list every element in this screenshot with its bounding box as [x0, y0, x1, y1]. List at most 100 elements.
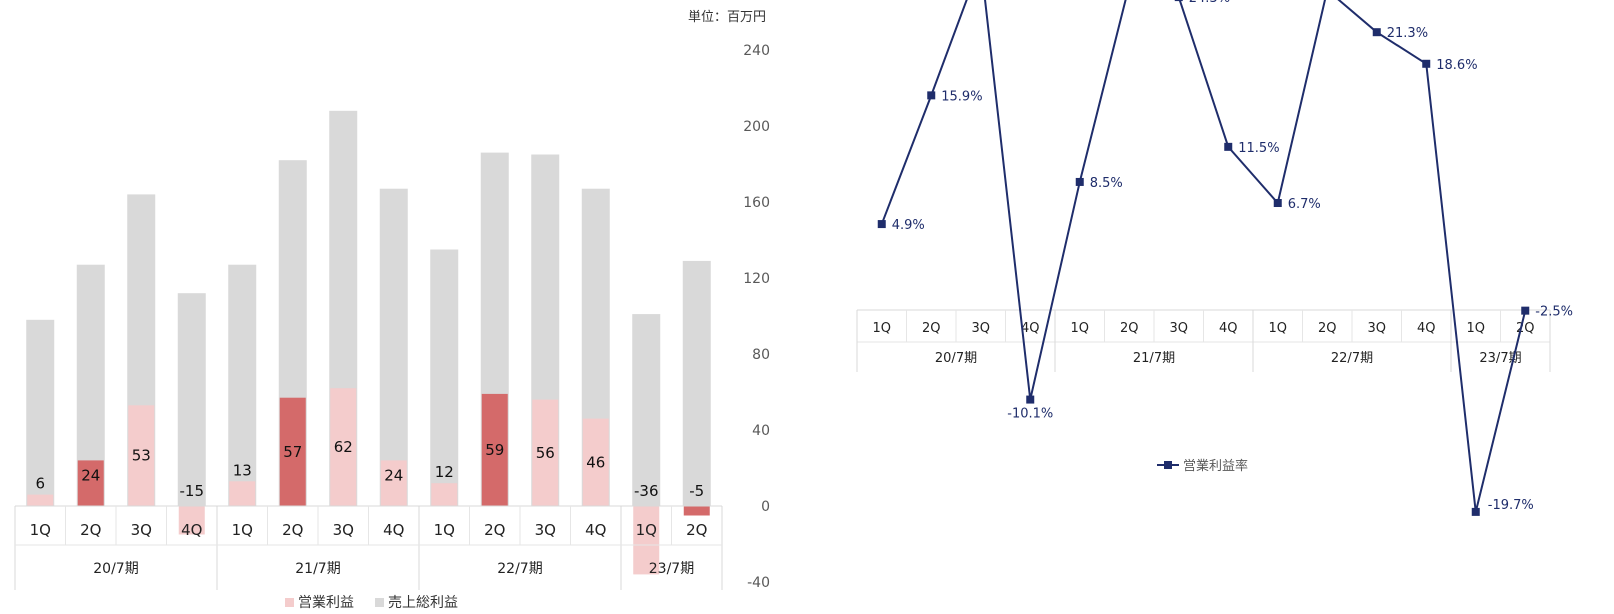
unit-label: 単位：百万円	[688, 10, 767, 25]
y-tick-label: 160	[743, 195, 770, 211]
legend-swatch-operating-profit	[285, 598, 294, 607]
margin-data-label: -10.1%	[1007, 407, 1053, 422]
operating-profit-bar	[582, 418, 609, 506]
margin-point	[1471, 507, 1480, 516]
margin-point	[1521, 306, 1530, 315]
operating-profit-data-label: 59	[485, 441, 504, 459]
operating-profit-data-label: 13	[233, 461, 252, 479]
operating-profit-bar	[633, 506, 660, 575]
x-tick-label: 4Q	[1219, 321, 1238, 336]
x-tick-label: 3Q	[1169, 321, 1188, 336]
x-tick-label: 1Q	[30, 521, 51, 539]
gross-profit-bar	[682, 260, 711, 506]
operating-profit-data-label: 57	[283, 443, 302, 461]
operating-profit-bar	[279, 397, 306, 506]
gross-profit-bar	[632, 314, 661, 506]
operating-profit-bar	[683, 506, 710, 516]
margin-point	[1174, 0, 1183, 2]
margin-point	[1026, 395, 1035, 404]
x-tick-label: 2Q	[80, 521, 101, 539]
operating-profit-data-label: -36	[634, 482, 659, 500]
x-group-label: 22/7期	[1331, 351, 1373, 366]
operating-profit-data-label: 56	[536, 444, 555, 462]
x-tick-label: 3Q	[1367, 321, 1386, 336]
operating-profit-data-label: -5	[689, 482, 704, 500]
x-tick-label: 1Q	[1070, 321, 1089, 336]
x-group-label: 20/7期	[935, 351, 977, 366]
margin-point	[1224, 142, 1233, 151]
legend-label-operating-profit: 営業利益	[298, 595, 354, 611]
margin-data-label: 8.5%	[1090, 176, 1123, 191]
x-tick-label: 2Q	[1120, 321, 1139, 336]
operating-profit-data-label: 24	[384, 466, 403, 484]
x-tick-label: 1Q	[1268, 321, 1287, 336]
operating-profit-data-label: 12	[435, 463, 454, 481]
margin-data-label: 11.5%	[1238, 141, 1279, 156]
operating-profit-bar	[77, 460, 104, 506]
x-tick-label: 3Q	[971, 321, 990, 336]
x-tick-label: 2Q	[282, 521, 303, 539]
x-tick-label: 3Q	[535, 521, 556, 539]
operating-profit-bar	[27, 494, 54, 506]
x-group-label: 21/7期	[295, 561, 340, 577]
y-tick-label: 40	[752, 423, 770, 439]
y-tick-label: 80	[752, 347, 770, 363]
x-tick-label: 4Q	[585, 521, 606, 539]
x-tick-label: 1Q	[232, 521, 253, 539]
x-tick-label: 2Q	[484, 521, 505, 539]
gross-profit-bar	[228, 264, 257, 506]
x-group-label: 22/7期	[497, 561, 542, 577]
margin-data-label: 24.3%	[1189, 0, 1230, 6]
margin-data-label: 6.7%	[1288, 197, 1321, 212]
operating-profit-bar	[481, 393, 508, 506]
x-group-label: 23/7期	[1479, 351, 1521, 366]
operating-profit-bar	[128, 405, 155, 506]
gross-profit-bar	[26, 319, 55, 506]
y-tick-label: 240	[743, 43, 770, 59]
x-tick-label: 1Q	[636, 521, 657, 539]
x-tick-label: 4Q	[383, 521, 404, 539]
margin-data-label: 18.6%	[1436, 58, 1477, 73]
operating-profit-data-label: 46	[586, 453, 605, 471]
x-tick-label: 2Q	[686, 521, 707, 539]
legend-marker-margin	[1164, 461, 1172, 469]
operating-profit-bar	[431, 483, 458, 506]
margin-point	[927, 91, 936, 100]
margin-series-line	[880, 0, 1527, 513]
margin-point	[1422, 59, 1431, 68]
margin-point	[1273, 199, 1282, 208]
gross-profit-bar	[379, 188, 408, 506]
x-tick-label: 2Q	[922, 321, 941, 336]
y-tick-label: 120	[743, 271, 770, 287]
operating-profit-bar	[532, 399, 559, 506]
x-tick-label: 4Q	[181, 521, 202, 539]
margin-point	[1372, 28, 1381, 37]
margin-data-label: 15.9%	[941, 89, 982, 104]
x-group-label: 23/7期	[649, 561, 694, 577]
y-tick-label: 200	[743, 119, 770, 135]
x-group-label: 21/7期	[1133, 351, 1175, 366]
margin-point	[1075, 177, 1084, 186]
y-tick-label: 0	[761, 499, 770, 515]
margin-data-label: 4.9%	[892, 218, 925, 233]
x-tick-label: 3Q	[131, 521, 152, 539]
operating-profit-data-label: 62	[334, 438, 353, 456]
x-group-label: 20/7期	[93, 561, 138, 577]
x-tick-label: 2Q	[1318, 321, 1337, 336]
margin-data-label: 21.3%	[1387, 26, 1428, 41]
operating-profit-bar	[380, 460, 407, 506]
margin-data-label: -2.5%	[1535, 305, 1573, 320]
operating-profit-data-label: -15	[180, 482, 205, 500]
bar-chart: 240 200 160 120 80 40 0 -40 6 24 53 -15 13 57 62 24 12 59…	[14, 43, 770, 611]
x-tick-label: 1Q	[434, 521, 455, 539]
margin-point	[877, 220, 886, 229]
operating-profit-data-label: 24	[81, 466, 100, 484]
operating-profit-data-label: 53	[132, 447, 151, 465]
x-tick-label: 4Q	[1417, 321, 1436, 336]
legend-label-margin: 営業利益率	[1183, 458, 1248, 474]
y-tick-label: -40	[747, 575, 770, 591]
x-tick-label: 4Q	[1021, 321, 1040, 336]
operating-profit-data-label: 6	[35, 475, 45, 493]
